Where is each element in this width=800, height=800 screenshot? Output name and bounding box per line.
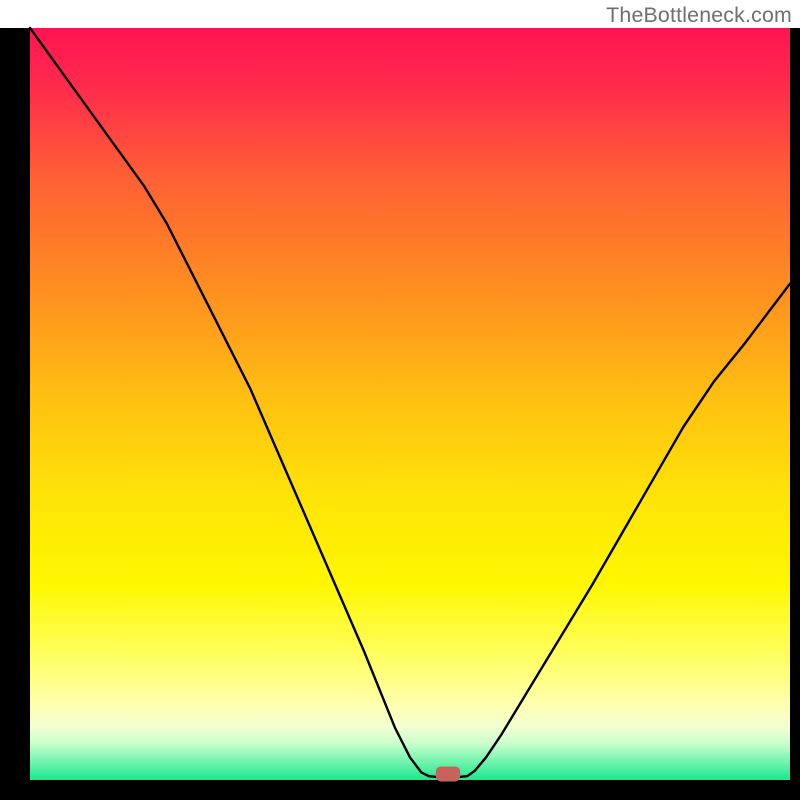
- plot-gradient-background: [30, 28, 790, 780]
- optimal-marker: [436, 766, 460, 781]
- bottleneck-curve-chart: [0, 0, 800, 800]
- chart-container: { "meta": { "watermark": "TheBottleneck.…: [0, 0, 800, 800]
- top-strip: [0, 0, 800, 28]
